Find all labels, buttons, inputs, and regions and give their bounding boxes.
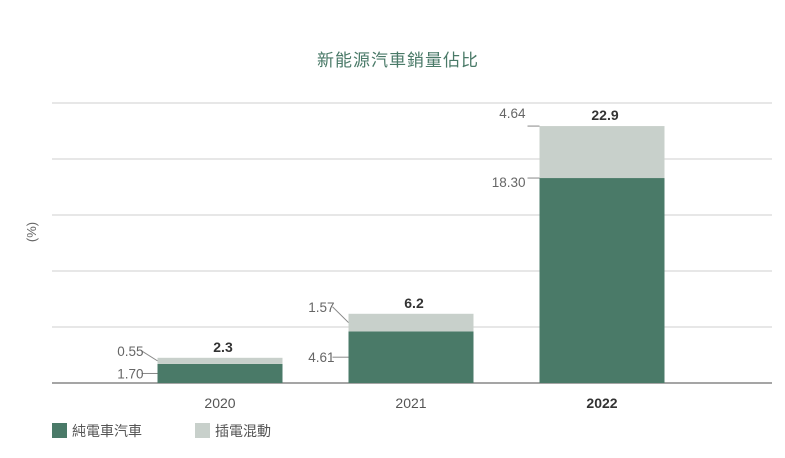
segment-label-phev-2022: 4.64 [499, 106, 526, 121]
segment-label-phev-2020: 0.55 [117, 344, 143, 359]
bar-bev-2021 [348, 331, 474, 383]
legend-label-phev: 插電混動 [215, 424, 271, 440]
x-axis-ticks: 2020 2021 2022 [204, 395, 617, 411]
segment-label-phev-2021: 1.57 [308, 300, 334, 315]
bar-bev-2020 [157, 363, 283, 383]
leader-line-phev-2021 [332, 306, 349, 323]
total-label-2022: 22.9 [591, 107, 618, 123]
y-axis-label: (%) [24, 222, 39, 242]
bar-bev-2022 [539, 178, 665, 383]
legend-swatch-bev [52, 423, 67, 438]
bar-phev-2020 [157, 357, 283, 364]
leader-line-phev-2020 [141, 350, 158, 362]
x-tick-2022: 2022 [586, 395, 617, 411]
bar-phev-2021 [348, 313, 474, 332]
bar-phev-2022 [539, 126, 665, 179]
legend: 純電車汽車 插電混動 [52, 423, 271, 440]
chart-title: 新能源汽車銷量佔比 [317, 51, 479, 71]
total-label-2021: 6.2 [404, 295, 424, 311]
segment-label-bev-2020: 1.70 [117, 366, 143, 381]
data-labels: 2.3 1.70 0.55 6.2 4.61 1.57 22.9 18.30 4.64 [117, 106, 619, 381]
total-label-2020: 2.3 [213, 339, 233, 355]
x-tick-2021: 2021 [395, 395, 426, 411]
legend-swatch-phev [195, 423, 210, 438]
segment-label-bev-2022: 18.30 [492, 175, 526, 190]
legend-label-bev: 純電車汽車 [72, 423, 142, 440]
segment-label-bev-2021: 4.61 [308, 350, 334, 365]
x-tick-2020: 2020 [204, 395, 235, 411]
bars [157, 126, 665, 383]
